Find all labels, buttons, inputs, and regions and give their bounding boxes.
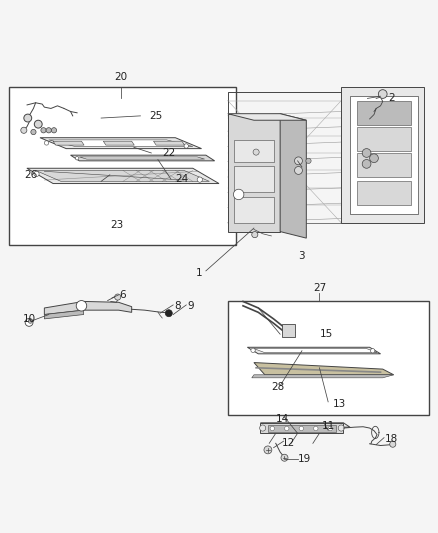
Circle shape: [34, 120, 42, 128]
Polygon shape: [40, 138, 201, 149]
Circle shape: [24, 114, 32, 122]
Circle shape: [251, 348, 255, 352]
Text: 28: 28: [271, 382, 285, 392]
Circle shape: [252, 231, 258, 238]
Polygon shape: [44, 302, 132, 314]
Text: 8: 8: [174, 301, 181, 311]
Text: 19: 19: [297, 455, 311, 464]
Text: 23: 23: [110, 220, 123, 230]
Polygon shape: [53, 141, 84, 145]
Bar: [357, 127, 411, 151]
Circle shape: [165, 310, 172, 317]
Bar: [283, 324, 295, 337]
Circle shape: [28, 319, 32, 323]
Polygon shape: [252, 375, 394, 378]
Circle shape: [299, 426, 304, 431]
Circle shape: [76, 301, 87, 311]
Text: 1: 1: [196, 268, 203, 278]
Circle shape: [370, 154, 378, 163]
Text: 25: 25: [149, 111, 162, 121]
Polygon shape: [71, 155, 215, 161]
Bar: [234, 140, 274, 161]
Text: 12: 12: [282, 438, 296, 448]
Polygon shape: [79, 157, 205, 159]
Polygon shape: [35, 171, 209, 181]
Text: 15: 15: [319, 329, 332, 339]
Polygon shape: [228, 114, 306, 120]
Polygon shape: [261, 423, 350, 427]
Circle shape: [46, 128, 51, 133]
Circle shape: [31, 130, 36, 135]
Circle shape: [34, 171, 39, 176]
Text: 20: 20: [114, 71, 127, 82]
Text: 24: 24: [175, 174, 188, 184]
Text: 11: 11: [321, 421, 335, 431]
Text: 6: 6: [120, 290, 126, 300]
Polygon shape: [153, 141, 184, 145]
Polygon shape: [261, 423, 343, 433]
Text: 22: 22: [162, 148, 175, 158]
Circle shape: [281, 454, 288, 461]
Circle shape: [75, 157, 79, 160]
Circle shape: [253, 149, 259, 155]
Circle shape: [294, 157, 302, 165]
Polygon shape: [341, 87, 424, 223]
Circle shape: [25, 318, 33, 326]
Circle shape: [371, 349, 375, 353]
Bar: [234, 197, 274, 223]
Text: 14: 14: [276, 414, 289, 424]
Circle shape: [390, 441, 396, 447]
Bar: [10, 87, 237, 245]
Circle shape: [338, 425, 344, 431]
Polygon shape: [254, 349, 377, 352]
Polygon shape: [247, 348, 381, 354]
Circle shape: [362, 159, 371, 168]
Text: 9: 9: [187, 301, 194, 311]
Circle shape: [21, 127, 27, 133]
Text: 18: 18: [385, 434, 398, 444]
Text: 3: 3: [299, 251, 305, 261]
Circle shape: [328, 426, 332, 431]
Circle shape: [184, 144, 188, 148]
Circle shape: [264, 446, 272, 454]
Circle shape: [51, 128, 57, 133]
Polygon shape: [228, 114, 280, 231]
Circle shape: [270, 426, 275, 431]
Circle shape: [294, 166, 302, 174]
Text: 26: 26: [24, 170, 37, 180]
Bar: [268, 425, 336, 432]
Polygon shape: [44, 310, 84, 319]
Bar: [234, 166, 274, 192]
Bar: [357, 181, 411, 205]
Circle shape: [378, 90, 387, 99]
Circle shape: [115, 294, 121, 300]
Circle shape: [260, 425, 266, 431]
Circle shape: [44, 141, 49, 145]
Circle shape: [285, 426, 289, 431]
Bar: [350, 96, 418, 214]
Circle shape: [233, 189, 244, 200]
Bar: [228, 302, 428, 415]
Bar: [357, 153, 411, 177]
Circle shape: [306, 158, 311, 164]
Circle shape: [314, 426, 318, 431]
Polygon shape: [254, 362, 394, 375]
Circle shape: [41, 128, 46, 133]
Circle shape: [197, 177, 202, 182]
Polygon shape: [27, 168, 219, 183]
Text: 13: 13: [332, 399, 346, 409]
Text: 2: 2: [388, 93, 395, 103]
Circle shape: [362, 149, 371, 157]
Text: 27: 27: [313, 284, 326, 293]
Polygon shape: [103, 141, 134, 145]
Bar: [357, 101, 411, 125]
Polygon shape: [49, 140, 193, 147]
Text: 10: 10: [22, 314, 35, 324]
Polygon shape: [280, 114, 306, 238]
